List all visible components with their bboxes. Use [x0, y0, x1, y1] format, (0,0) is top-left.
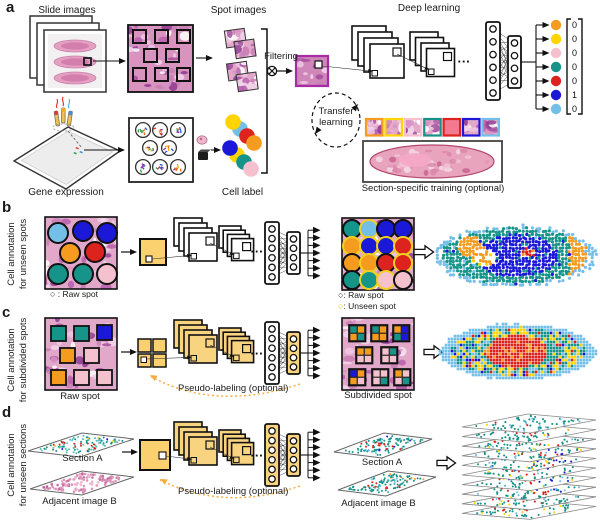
panel-d-side-label: Cell annotation for unseen sections — [6, 423, 29, 507]
svg-text:0: 0 — [572, 62, 577, 72]
label-d-section-a-out: Section A — [361, 457, 403, 468]
svg-text:···: ··· — [458, 54, 471, 69]
b-fc — [264, 221, 301, 285]
label-c-subdivided: Subdivided spot — [344, 390, 412, 401]
gene-expression-slide — [12, 96, 125, 190]
label-spot-images: Spot images — [210, 5, 267, 16]
c-cnn: ··· — [137, 319, 264, 368]
fc-a — [485, 21, 522, 101]
label-c-raw-spot: Raw spot — [60, 391, 100, 402]
transfer-learning-loop — [311, 92, 361, 148]
svg-text:···: ··· — [251, 448, 264, 463]
label-filtering: Filtering — [264, 51, 298, 62]
b-raw-spot-image — [44, 216, 137, 290]
d-to-stack — [436, 455, 457, 471]
svg-text:0: 0 — [572, 48, 577, 58]
training-thumbnails — [364, 117, 500, 137]
label-slide-images: Slide images — [38, 5, 96, 16]
panel-d-tag: d — [2, 404, 12, 421]
label-transfer-learning: Transfer learning — [318, 106, 354, 128]
unseen-spot-dot-icon: ○ — [338, 301, 344, 312]
d-fc — [264, 423, 301, 487]
svg-text:···: ··· — [251, 244, 264, 259]
d-pseudo-arrow — [159, 479, 301, 499]
panel-a-tag: a — [6, 0, 15, 16]
panel-b-side-label: Cell annotation for unseen spots — [6, 218, 29, 290]
b-tissue-map — [435, 223, 599, 287]
spot-grid-image — [127, 24, 213, 93]
label-d-pseudo: Pseudo-labeling (optional) — [178, 486, 289, 497]
filtered-spot-image — [294, 54, 330, 88]
raw-spot-circle-glyph: ○ — [50, 289, 56, 299]
legend-b-output-raw-text: : Raw spot — [343, 290, 384, 300]
legend-b-output-raw: ○: Raw spot — [338, 290, 396, 301]
svg-text:0: 0 — [572, 20, 577, 30]
svg-text:0: 0 — [572, 76, 577, 86]
c-tissue-map — [438, 322, 598, 380]
section-image — [362, 140, 503, 183]
c-fc — [264, 321, 301, 385]
cell-label-stacks — [222, 114, 262, 177]
c-raw-spot-image — [44, 317, 137, 391]
filtering-node — [266, 65, 293, 77]
legend-b-output-unseen: ○: Unseen spot — [338, 301, 396, 312]
b-output-spot-image — [341, 217, 415, 291]
label-d-adjacent-b-out: Adjacent image B — [341, 498, 416, 509]
label-d-section-a-in: Section A — [62, 453, 103, 464]
c-fan — [300, 326, 321, 380]
output-classes: 0 0 0 0 0 1 0 — [521, 18, 583, 115]
legend-b-raw-text: : Raw spot — [55, 289, 98, 299]
cnn-a: ··· — [321, 25, 471, 79]
d-stacked-sections — [461, 413, 597, 520]
label-c-pseudo: Pseudo-labeling (optional) — [178, 383, 289, 394]
b-to-map — [413, 244, 435, 260]
label-deep-learning: Deep learning — [397, 3, 461, 14]
panel-c-tag: c — [2, 304, 11, 321]
b-cnn: ··· — [139, 217, 264, 266]
legend-b-output-unseen-text: : Unseen spot — [343, 301, 396, 312]
b-fan — [300, 226, 321, 280]
label-cell-label: Cell label — [221, 187, 264, 198]
c-pseudo-arrow — [149, 375, 301, 397]
slide-images — [29, 15, 126, 93]
collect-bracket — [261, 28, 268, 174]
panel-c-side-label: Cell annotation for subdivided spots — [6, 317, 29, 403]
label-d-adjacent-b-in: Adjacent image B — [42, 496, 117, 507]
label-gene-expression: Gene expression — [28, 187, 104, 198]
d-cnn: ··· — [139, 421, 264, 471]
spot-icons — [196, 135, 221, 160]
expression-grid — [128, 117, 194, 183]
spot-thumbnails — [223, 27, 259, 93]
d-output-sections — [333, 432, 437, 497]
raw-spot-dot-icon: ○ — [338, 290, 344, 300]
c-to-map — [423, 344, 444, 360]
legend-b-raw-spot: ○ : Raw spot — [50, 289, 98, 300]
panel-b-tag: b — [2, 199, 12, 216]
d-input-sections — [27, 432, 138, 496]
label-section-training: Section-specific training (optional) — [361, 183, 505, 194]
legend-b-output: ○: Raw spot ○: Unseen spot — [338, 290, 396, 313]
svg-text:···: ··· — [251, 346, 264, 361]
d-fan — [300, 428, 321, 482]
c-subdivided-spot-image — [341, 317, 415, 391]
svg-text:0: 0 — [572, 104, 577, 114]
svg-text:1: 1 — [572, 90, 577, 100]
svg-text:0: 0 — [572, 34, 577, 44]
